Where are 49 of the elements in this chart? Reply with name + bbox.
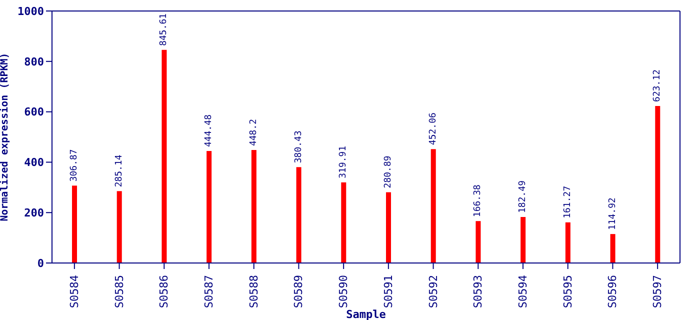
bar [386,192,391,263]
x-tick-label: S0586 [158,275,171,308]
x-tick-label: S0587 [202,275,216,308]
data-label: 285.14 [114,154,124,188]
x-tick-label: S0591 [382,275,395,308]
data-label: 448.2 [248,118,259,146]
y-tick-label: 800 [24,55,44,68]
x-axis-title: Sample [346,308,386,320]
x-tick-label: S0594 [516,274,530,308]
data-label: 623.12 [652,69,663,102]
x-tick-label: S0584 [68,274,81,308]
data-label: 114.92 [608,198,618,230]
bar [565,222,570,263]
x-tick-label: S0592 [426,275,440,308]
x-tick-label: S0593 [472,275,485,308]
y-tick-label: 1000 [18,4,44,18]
bar [520,217,526,263]
bar [610,234,616,263]
data-label: 452.06 [428,112,438,146]
bar [476,221,481,263]
y-tick-label: 0 [37,256,44,270]
x-tick-label: S0596 [606,275,620,308]
data-label: 306.87 [70,149,80,182]
bar [341,182,346,263]
data-label: 845.61 [159,13,170,46]
y-tick-label: 600 [24,106,44,119]
y-tick-label: 200 [24,206,44,220]
data-label: 182.49 [518,180,528,214]
x-tick-label: S0589 [292,275,306,308]
bar [655,106,660,263]
x-tick-label: S0595 [561,275,574,308]
bar [296,167,302,263]
bar [162,50,167,263]
data-label: 280.89 [384,156,394,188]
data-label: 166.38 [473,184,484,218]
bar [251,150,256,263]
data-label: 319.91 [338,146,349,178]
data-label: 161.27 [562,186,573,218]
x-tick-label: S0590 [337,275,350,308]
x-tick-label: S0597 [651,275,664,308]
data-label: 444.48 [204,114,214,147]
y-tick-label: 400 [24,156,44,170]
bar [430,149,436,263]
data-label: 380.43 [294,130,304,164]
bar [206,150,212,263]
x-tick-label: S0585 [112,275,126,308]
x-tick-label: S0588 [247,275,260,308]
bar [72,186,77,263]
bar [116,191,122,263]
